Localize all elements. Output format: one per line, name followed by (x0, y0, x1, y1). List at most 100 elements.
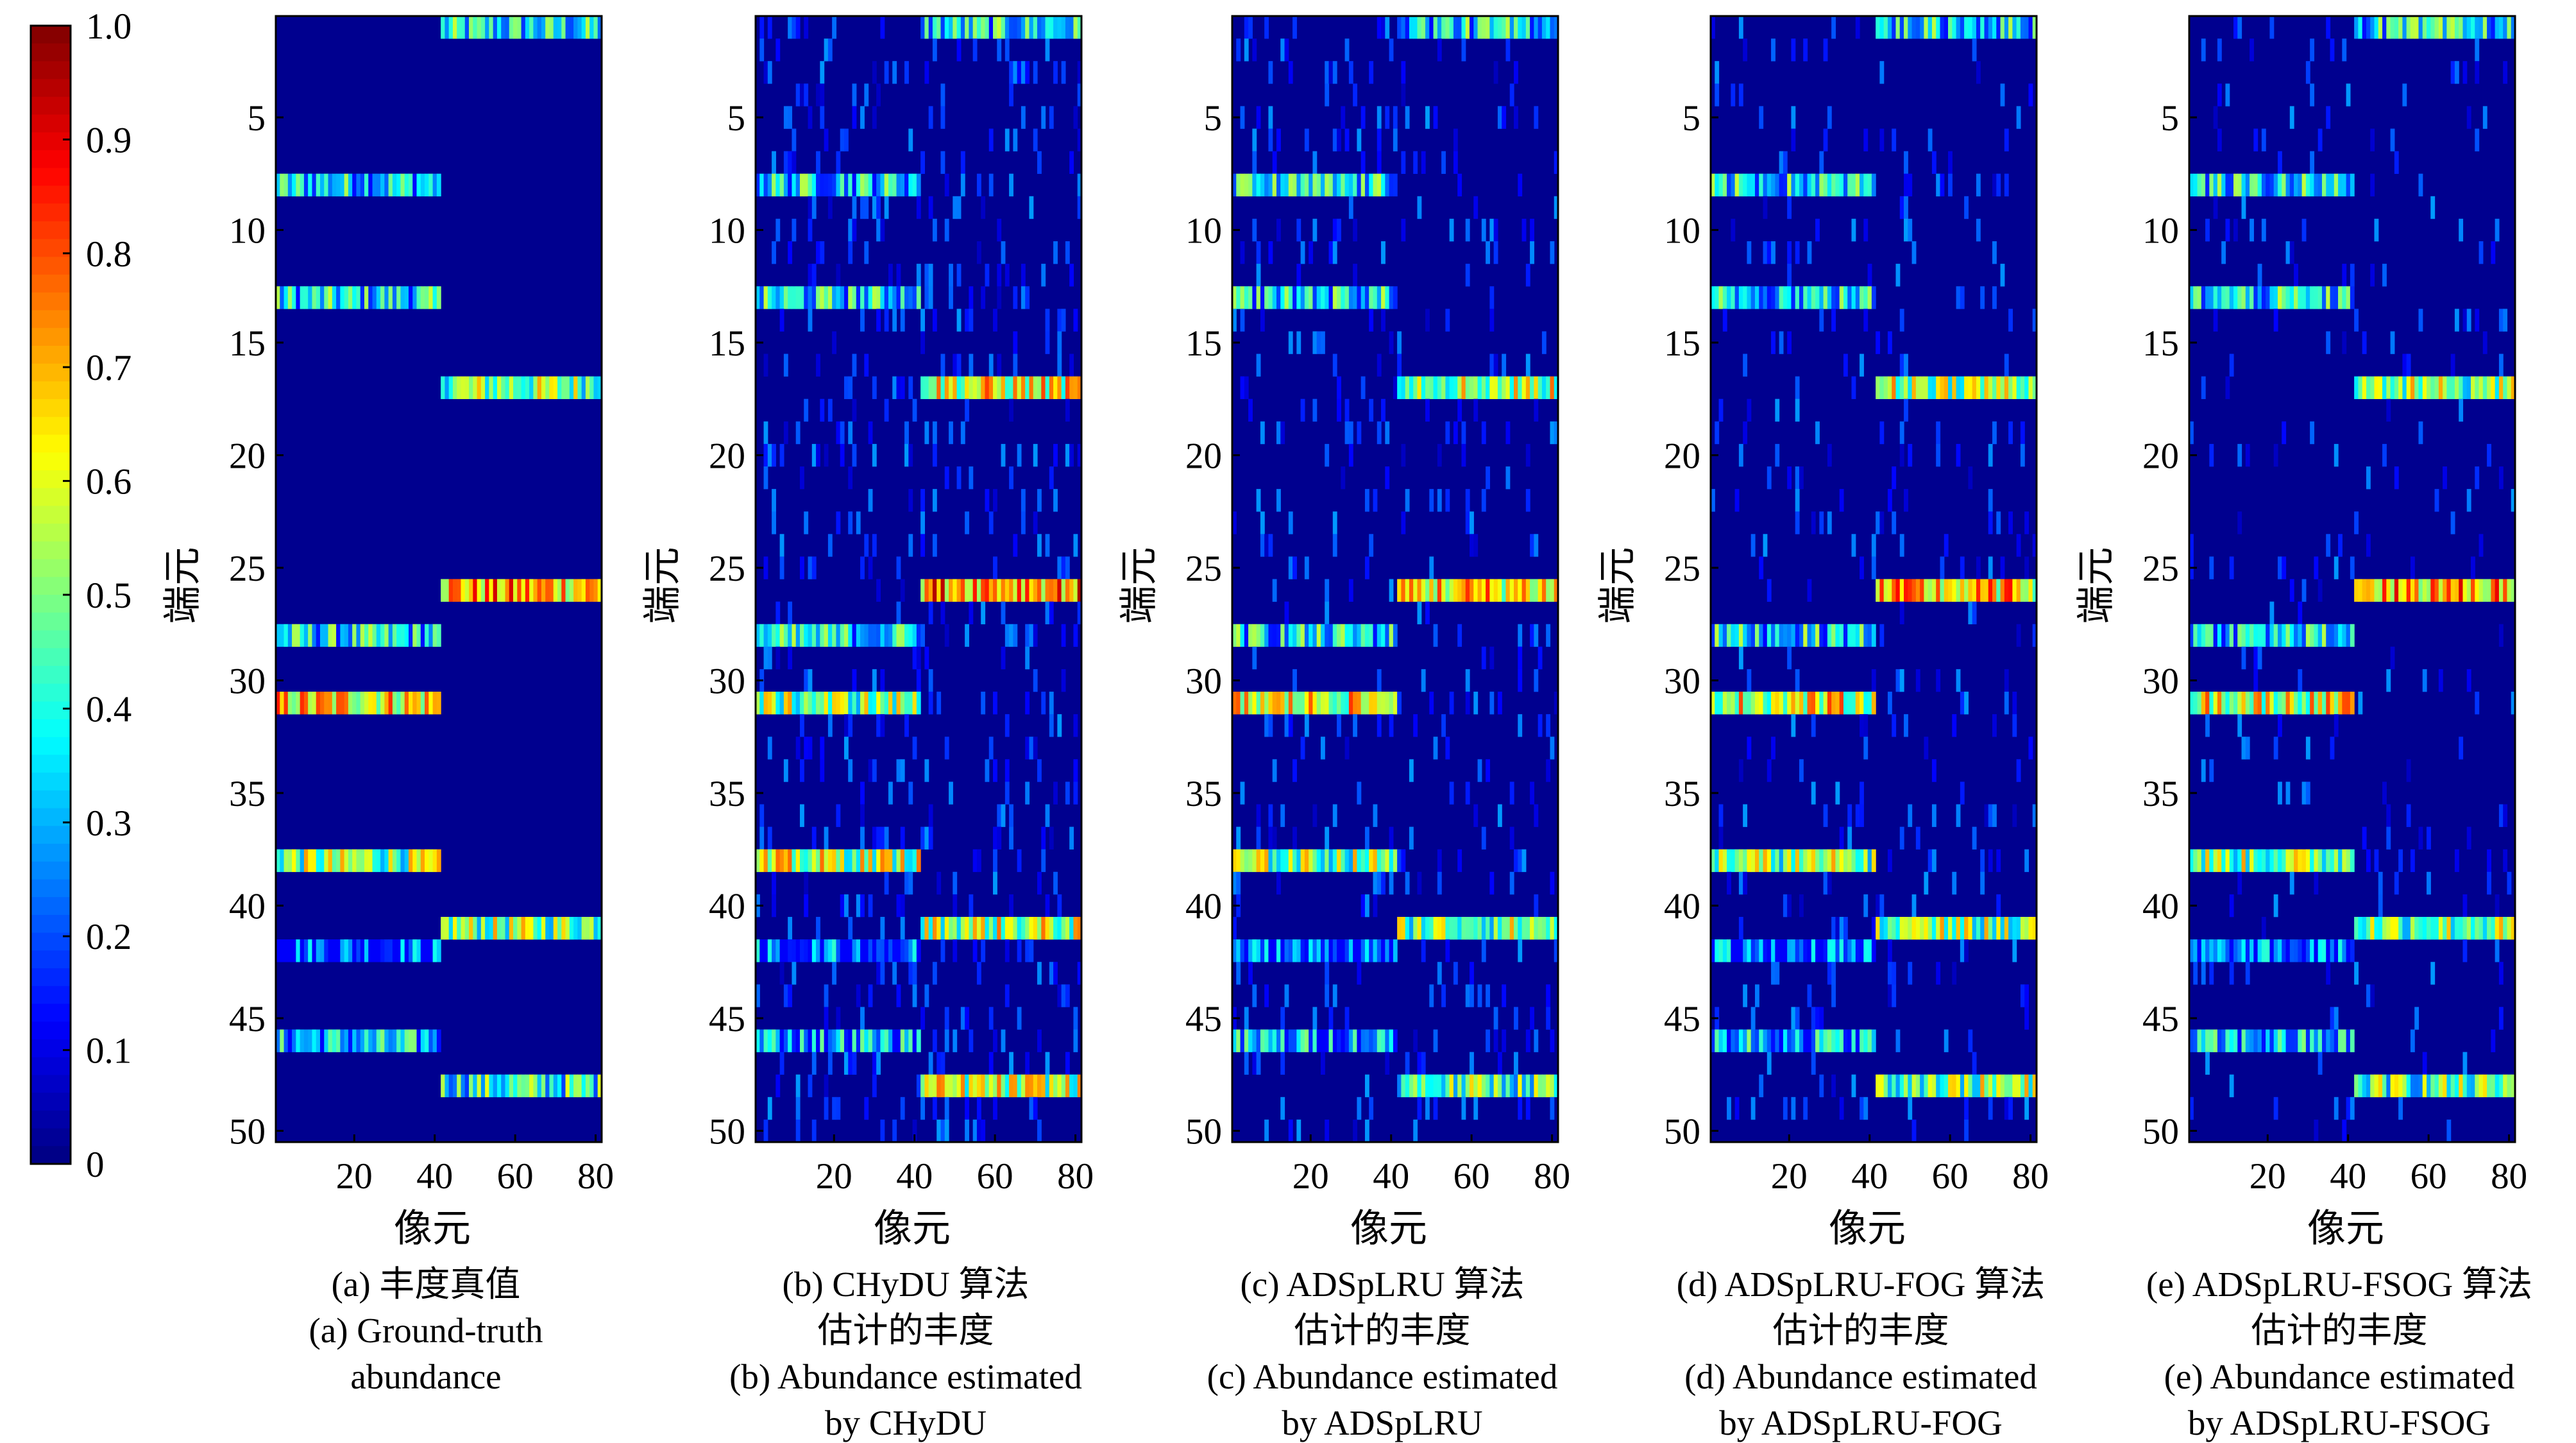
heatmap-cell (1312, 151, 1318, 174)
heatmap-cell (457, 579, 462, 602)
heatmap-cell (1025, 646, 1030, 670)
heatmap-cell (2298, 624, 2303, 647)
heatmap-cell (448, 376, 453, 399)
heatmap-cell (2321, 624, 2326, 647)
heatmap-cell (1401, 1074, 1406, 1098)
heatmap-cell (860, 556, 865, 579)
heatmap-cell (2273, 692, 2278, 715)
colorbar-segment (31, 257, 71, 275)
heatmap-cell (792, 173, 797, 197)
heatmap-cell (1908, 804, 1913, 827)
heatmap-cell (795, 286, 801, 309)
heatmap-cell (1879, 917, 1885, 940)
heatmap-cell (1077, 376, 1082, 399)
heatmap-cell (804, 16, 809, 39)
heatmap-cell (2422, 1074, 2427, 1098)
heatmap-cell (1461, 579, 1466, 602)
heatmap-cell (920, 1097, 926, 1120)
heatmap-cell (852, 196, 857, 219)
heatmap-cell (993, 759, 997, 782)
heatmap-cell (949, 781, 953, 805)
heatmap-cell (1409, 826, 1414, 850)
heatmap-cell (2495, 376, 2500, 399)
heatmap-cell (876, 826, 881, 850)
heatmap-cell (804, 286, 809, 309)
heatmap-cell (1449, 579, 1454, 602)
heatmap-cell (868, 173, 873, 197)
heatmap-cell (533, 376, 538, 399)
heatmap-cell (2221, 286, 2226, 309)
heatmap-cell (965, 398, 969, 422)
heatmap-cell (972, 849, 978, 873)
heatmap-cell (1750, 1097, 1756, 1120)
heatmap-cell (1389, 579, 1394, 602)
heatmap-cell (581, 917, 586, 940)
heatmap-cell (981, 1074, 986, 1098)
heatmap-cell (864, 354, 869, 377)
heatmap-cell (336, 849, 341, 873)
heatmap-cell (1256, 826, 1261, 850)
heatmap-cell (1033, 737, 1038, 760)
heatmap-cell (1248, 398, 1253, 422)
heatmap-cell (2229, 939, 2234, 962)
heatmap-cell (2366, 534, 2371, 557)
heatmap-cell (2269, 939, 2275, 962)
heatmap-cell (1883, 376, 1888, 399)
heatmap-cell (2427, 871, 2431, 895)
y-tick-label: 10 (1185, 210, 1222, 251)
heatmap-cell (537, 579, 542, 602)
heatmap-cell (2459, 398, 2464, 422)
heatmap-cell (1385, 624, 1390, 647)
heatmap-cell (1928, 16, 1933, 39)
heatmap-cell (1775, 939, 1780, 962)
heatmap-cell (900, 624, 905, 647)
heatmap-cell (1360, 106, 1366, 129)
heatmap-cell (900, 692, 905, 715)
heatmap-cell (795, 1029, 801, 1052)
heatmap-cell (860, 173, 865, 197)
heatmap-cell (804, 511, 809, 534)
heatmap-cell (820, 241, 825, 264)
heatmap-cell (400, 173, 405, 197)
heatmap-cell (1863, 714, 1868, 737)
heatmap-cell (356, 849, 361, 873)
heatmap-cell (1771, 173, 1775, 197)
heatmap-cell (2318, 624, 2323, 647)
heatmap-cell (1871, 939, 1876, 962)
heatmap-cell (1538, 16, 1543, 39)
heatmap-cell (1445, 579, 1450, 602)
heatmap-cell (485, 16, 489, 39)
heatmap-cell (2285, 781, 2291, 805)
heatmap-cell (1546, 759, 1551, 782)
heatmap-cell (1364, 1074, 1369, 1098)
heatmap-cell (384, 624, 389, 647)
heatmap-cell (1037, 759, 1042, 782)
heatmap-cell (1441, 579, 1446, 602)
heatmap-cell (1409, 917, 1414, 940)
heatmap-cell (1839, 1097, 1844, 1120)
heatmap-cell (2443, 579, 2447, 602)
heatmap-cell (832, 1097, 837, 1120)
heatmap-cell (1009, 376, 1013, 399)
heatmap-cell (2209, 286, 2214, 309)
heatmap-cell (2310, 421, 2315, 445)
heatmap-cell (1525, 376, 1530, 399)
heatmap-cell (332, 286, 337, 309)
heatmap-cell (1470, 511, 1474, 534)
heatmap-cell (836, 1007, 841, 1030)
heatmap-cell (2261, 917, 2266, 940)
heatmap-cell (1473, 692, 1479, 715)
heatmap-cell (1763, 196, 1768, 219)
heatmap-cell (2225, 1029, 2230, 1052)
heatmap-cell (1025, 939, 1030, 962)
heatmap-cell (1057, 714, 1062, 737)
heatmap-cell (1514, 376, 1518, 399)
heatmap-cell (1320, 173, 1325, 197)
heatmap-cell (1389, 939, 1394, 962)
heatmap-cell (1493, 241, 1498, 264)
heatmap-cell (872, 1052, 877, 1075)
heatmap-cell (1514, 16, 1518, 39)
heatmap-cell (1337, 218, 1341, 242)
heatmap-cell (485, 1074, 489, 1098)
